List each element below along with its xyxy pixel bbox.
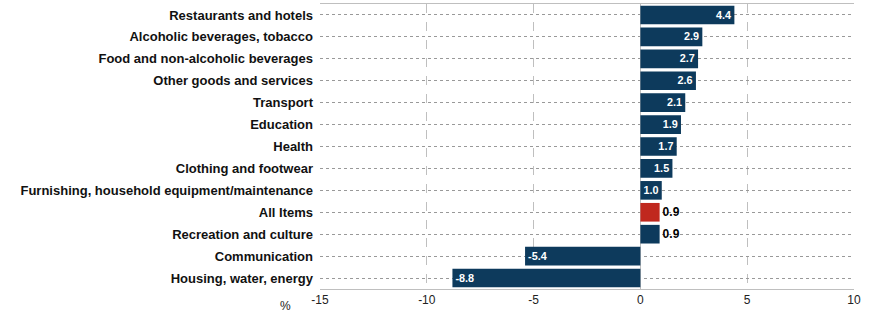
svg-text:-8.8: -8.8	[455, 272, 474, 284]
svg-text:-10: -10	[418, 293, 436, 307]
svg-text:1.5: 1.5	[654, 162, 669, 174]
svg-text:2.9: 2.9	[684, 30, 699, 42]
svg-text:Health: Health	[273, 139, 313, 154]
svg-text:%: %	[280, 299, 291, 313]
svg-text:0: 0	[637, 293, 644, 307]
svg-text:Alcoholic beverages, tobacco: Alcoholic beverages, tobacco	[129, 29, 313, 44]
svg-text:-15: -15	[311, 293, 329, 307]
svg-text:5: 5	[744, 293, 751, 307]
svg-text:Restaurants and hotels: Restaurants and hotels	[169, 8, 313, 23]
svg-text:Recreation and culture: Recreation and culture	[172, 227, 313, 242]
svg-text:1.7: 1.7	[658, 140, 673, 152]
svg-text:Housing, water, energy: Housing, water, energy	[171, 271, 314, 286]
svg-text:0.9: 0.9	[663, 205, 680, 219]
svg-text:Communication: Communication	[215, 249, 313, 264]
svg-text:10: 10	[847, 293, 861, 307]
svg-text:Education: Education	[250, 117, 313, 132]
svg-text:Other goods and services: Other goods and services	[153, 73, 313, 88]
svg-text:2.1: 2.1	[667, 96, 682, 108]
svg-text:1.0: 1.0	[643, 184, 658, 196]
svg-text:2.7: 2.7	[680, 52, 695, 64]
svg-text:2.6: 2.6	[678, 74, 693, 86]
svg-text:1.9: 1.9	[663, 118, 678, 130]
svg-text:4.4: 4.4	[716, 9, 731, 21]
svg-text:All Items: All Items	[259, 205, 313, 220]
svg-text:-5: -5	[528, 293, 539, 307]
svg-text:0.9: 0.9	[663, 227, 680, 241]
svg-text:Clothing and footwear: Clothing and footwear	[176, 161, 313, 176]
svg-text:Transport: Transport	[253, 95, 314, 110]
svg-text:Furnishing, household equipmen: Furnishing, household equipment/maintena…	[20, 183, 313, 198]
svg-text:Food and non-alcoholic beverag: Food and non-alcoholic beverages	[98, 51, 313, 66]
svg-text:-5.4: -5.4	[528, 250, 547, 262]
